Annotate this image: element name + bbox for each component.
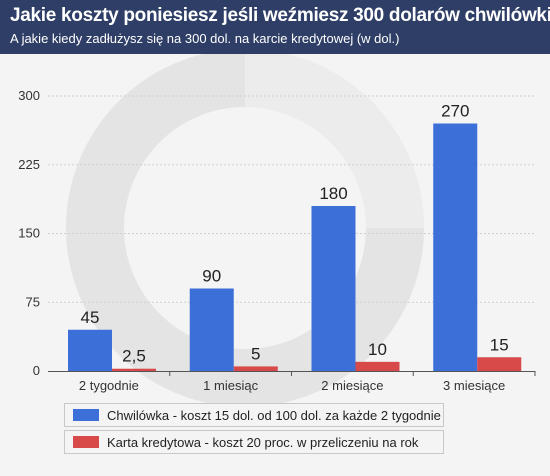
x-tick-label: 3 miesiące <box>443 378 505 393</box>
data-label-chwilowka: 90 <box>202 267 221 286</box>
legend-label-karta: Karta kredytowa - koszt 20 proc. w przel… <box>107 434 419 450</box>
y-tick-label: 225 <box>18 157 40 172</box>
bar-karta <box>477 357 522 371</box>
legend-item-chwilowka: Chwilówka - koszt 15 dol. od 100 dol. za… <box>64 403 444 427</box>
chart-header: Jakie koszty poniesiesz jeśli weźmiesz 3… <box>0 0 550 54</box>
chart-subtitle: A jakie kiedy zadłużysz się na 300 dol. … <box>10 31 400 46</box>
data-label-karta: 2,5 <box>122 347 146 366</box>
data-label-karta: 10 <box>368 340 387 359</box>
chart-title: Jakie koszty poniesiesz jeśli weźmiesz 3… <box>10 5 550 26</box>
y-tick-label: 75 <box>26 294 40 309</box>
bar-karta <box>355 361 400 371</box>
data-label-chwilowka: 180 <box>319 184 347 203</box>
data-label-karta: 5 <box>251 344 260 363</box>
x-tick-label: 2 miesiące <box>321 378 383 393</box>
y-tick-label: 150 <box>18 226 40 241</box>
bar-chwilowka <box>68 329 112 371</box>
bar-chwilowka <box>189 288 234 371</box>
legend-label-chwilowka: Chwilówka - koszt 15 dol. od 100 dol. za… <box>107 407 441 423</box>
data-label-chwilowka: 45 <box>81 308 100 327</box>
legend-swatch-red <box>73 436 99 448</box>
data-label-chwilowka: 270 <box>441 102 469 121</box>
x-tick-label: 2 tygodnie <box>79 378 139 393</box>
y-tick-label: 300 <box>18 88 40 103</box>
bar-chwilowka <box>433 123 478 371</box>
y-tick-label: 0 <box>33 363 40 378</box>
x-tick-label: 1 miesiąc <box>203 378 258 393</box>
legend-swatch-blue <box>73 409 99 421</box>
data-label-karta: 15 <box>490 335 509 354</box>
bar-karta <box>233 366 278 371</box>
bar-chwilowka <box>311 206 356 371</box>
bar-karta <box>112 368 156 371</box>
legend-item-karta: Karta kredytowa - koszt 20 proc. w przel… <box>64 430 444 454</box>
